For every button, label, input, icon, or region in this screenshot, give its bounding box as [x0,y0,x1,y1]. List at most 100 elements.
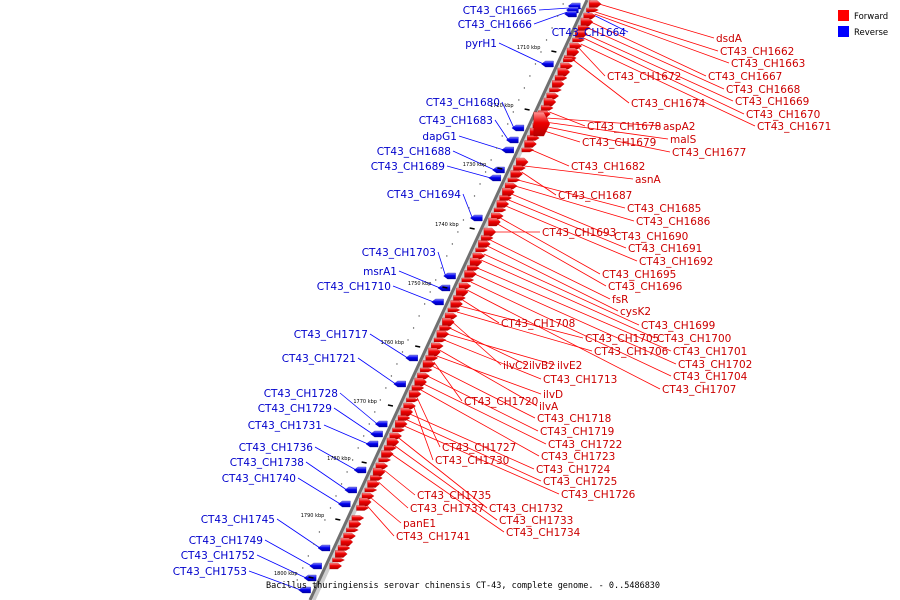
minor-tick-dot [418,315,420,317]
connector-forward [531,149,570,167]
connector-forward [474,273,677,365]
connector-forward [391,453,505,533]
gene-label-forward: CT43_CH1690 [614,231,688,243]
scale-tick-mark [497,167,503,170]
gene-feature-forward [337,545,351,551]
gene-label-forward: CT43_CH1734 [506,527,581,539]
gene-feature-forward [577,25,591,31]
gene-label-reverse: CT43_CH1740 [222,473,296,485]
connector-forward [521,171,557,196]
gene-label-forward: CT43_CH1663 [731,58,805,70]
gene-feature-forward [378,457,391,463]
gene-feature-forward [524,140,537,148]
gene-feature-forward [507,177,521,183]
connector-forward [490,239,611,300]
gene-feature-forward [557,67,570,77]
gene-feature-forward [549,87,562,93]
gene-feature-forward [521,147,535,153]
gene-label-forward: CT43_CH1699 [641,320,715,332]
scale-tick-mark [308,576,314,579]
gene-feature-reverse [393,380,406,388]
connector-forward [587,27,725,90]
gene-label-forward: CT43_CH1735 [417,490,491,502]
connector-reverse [392,285,434,303]
gene-label-forward: malS [670,134,697,146]
connector-forward [540,129,581,143]
gene-label-forward: ilvA [539,401,559,413]
gene-label-forward: CT43_CH1672 [607,71,681,83]
connector-forward [404,425,560,495]
minor-tick-dot [551,27,553,29]
minor-tick-dot [357,447,359,449]
gene-label-forward: dsdA [716,33,743,45]
gene-feature-forward [533,111,550,137]
minor-tick-dot [451,243,454,245]
minor-tick-dot [440,267,442,269]
gene-feature-forward [493,207,507,213]
minor-tick-dot [318,531,321,533]
gene-feature-forward [554,75,568,81]
scale-tick-label: 1710 kbp [517,45,541,51]
gene-feature-reverse [365,440,379,448]
gene-feature-forward [442,317,455,327]
gene-feature-reverse [317,544,331,552]
gene-label-forward: CT43_CH1720 [464,396,538,408]
gene-label-forward: CT43_CH1671 [757,121,831,133]
connector-reverse [533,11,568,25]
gene-feature-forward [436,330,450,338]
legend-swatch-forward [838,10,849,21]
scale-tick-label: 1740 kbp [435,222,459,228]
gene-feature-forward [381,450,394,458]
gene-feature-forward [447,307,461,313]
minor-tick-dot [379,399,382,401]
connector-forward [420,389,540,457]
gene-feature-reverse [488,174,501,182]
connector-reverse [357,357,396,385]
legend-label-forward: Forward [854,12,888,22]
gene-label-reverse: CT43_CH1731 [248,420,322,432]
scale-tick-label: 1770 kbp [353,399,377,405]
gene-feature-reverse [541,60,554,68]
gene-feature-forward [439,325,452,331]
gene-feature-forward [566,47,580,57]
minor-tick-dot [468,207,470,209]
connector-reverse [297,477,341,505]
minor-tick-dot [540,51,542,53]
gene-label-forward: CT43_CH1674 [631,98,706,110]
gene-feature-forward [589,0,602,8]
gene-feature-forward [359,497,372,507]
connector-forward [517,179,626,209]
gene-label-reverse: CT43_CH1710 [317,281,391,293]
minor-tick-dot [473,195,476,197]
connector-forward [511,193,613,237]
gene-label-forward: CT43_CH1724 [536,464,611,476]
gene-label-forward: CT43_CH1718 [537,413,611,425]
minor-tick-dot [346,471,348,473]
minor-tick-dot [302,567,304,569]
minor-tick-dot [556,15,559,17]
gene-label-forward: CT43_CH1713 [543,374,617,386]
gene-feature-forward [329,562,342,570]
gene-feature-forward [408,390,422,398]
gene-label-reverse: CT43_CH1694 [387,189,462,201]
connector-forward [433,361,463,402]
gene-feature-forward [496,200,510,208]
connector-forward [423,383,547,445]
minor-tick-dot [507,123,509,125]
gene-feature-forward [335,550,348,558]
connector-forward [413,405,434,461]
minor-tick-dot [340,483,343,485]
connector-reverse [314,446,357,471]
scale-tick-mark [442,286,448,289]
minor-tick-dot [501,135,503,137]
gene-label-forward: CT43_CH1693 [542,227,616,239]
connector-forward [542,125,671,153]
gene-feature-forward [364,487,378,493]
gene-feature-forward [356,505,369,511]
minor-tick-dot [545,39,548,41]
connector-forward [483,253,640,326]
gene-label-forward: ilvB2 [529,360,555,372]
connector-reverse [323,424,369,445]
minor-tick-dot [351,459,354,461]
connector-forward [573,59,630,104]
